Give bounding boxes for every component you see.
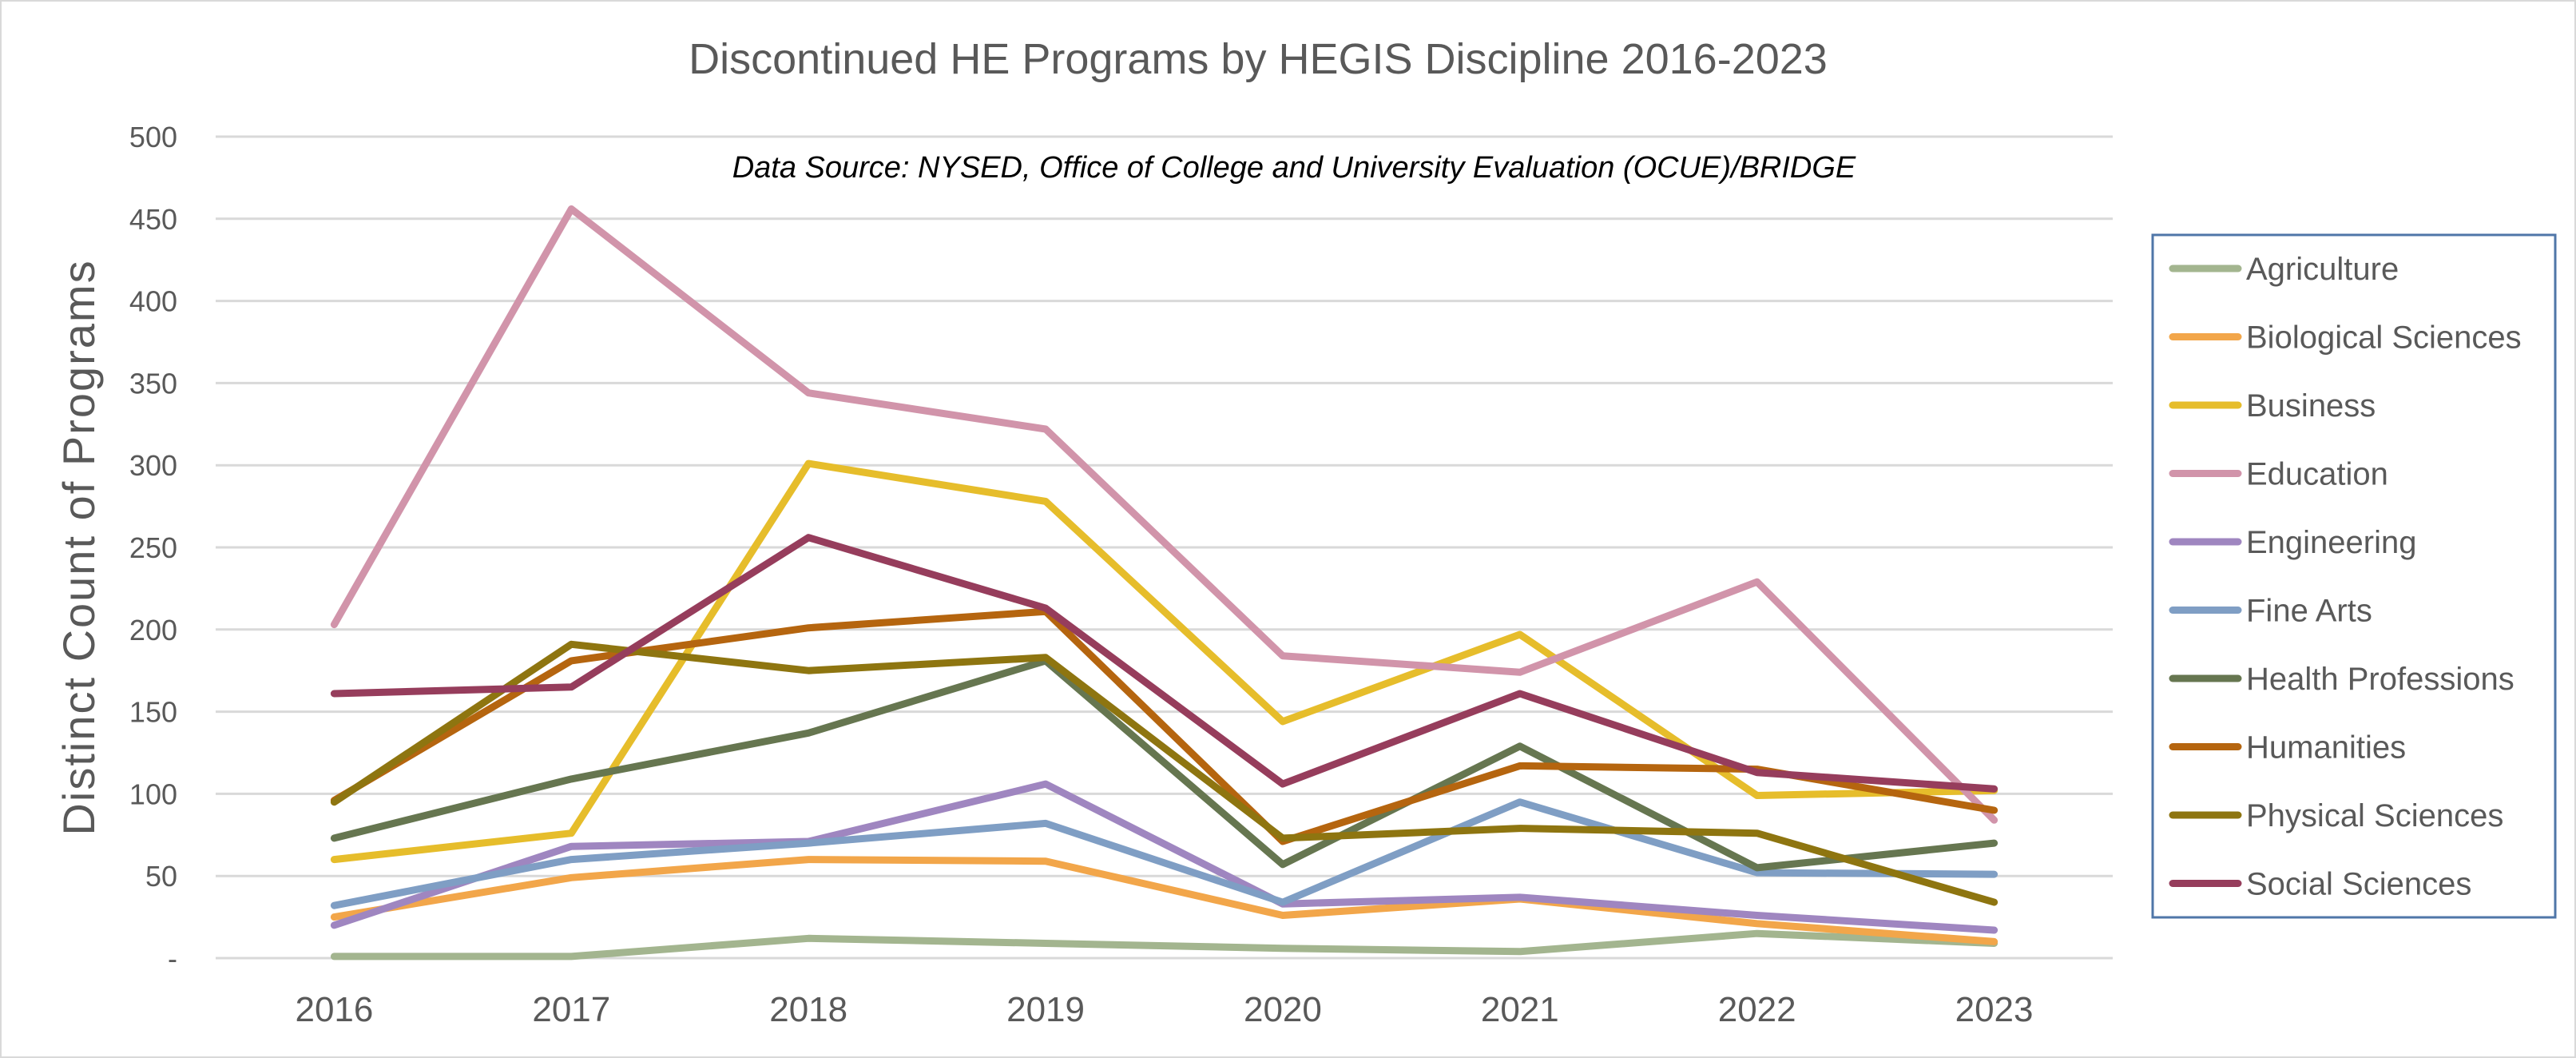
x-axis-ticks: 2016 2017 2018 2019 2020 2021 2022 2023 [295, 990, 2033, 1029]
x-tick-label: 2022 [1718, 990, 1796, 1029]
legend-item-humanities: Humanities [2169, 730, 2406, 766]
series-line-health-professions [330, 657, 1998, 872]
y-tick-label: 250 [129, 531, 177, 564]
series-line-social-sciences [330, 534, 1998, 793]
legend-box [2151, 233, 2557, 919]
series-line-fine-arts [330, 798, 1998, 909]
legend-label: Health Professions [2246, 662, 2514, 697]
legend-item-education: Education [2169, 457, 2388, 492]
y-tick-label: 100 [129, 778, 177, 810]
y-axis-label: Distinct Count of Programs [54, 259, 104, 835]
legend-label: Engineering [2246, 525, 2417, 560]
y-tick-label: 450 [129, 203, 177, 236]
x-tick-label: 2018 [769, 990, 847, 1029]
legend-label: Education [2246, 457, 2388, 492]
series-line-engineering [330, 780, 1998, 934]
legend-item-social-sciences: Social Sciences [2169, 867, 2471, 902]
legend-item-biological-sciences: Biological Sciences [2169, 320, 2522, 356]
y-tick-label: 150 [129, 696, 177, 729]
series-line-education [330, 205, 1998, 824]
legend-item-fine-arts: Fine Arts [2169, 594, 2372, 629]
legend-label: Fine Arts [2246, 594, 2372, 629]
x-tick-label: 2020 [1244, 990, 1322, 1029]
x-tick-label: 2021 [1481, 990, 1559, 1029]
y-tick-label: - [168, 942, 177, 975]
x-tick-label: 2017 [532, 990, 610, 1029]
series-line-biological-sciences [330, 856, 1998, 945]
x-tick-label: 2019 [1006, 990, 1085, 1029]
legend-item-agriculture: Agriculture [2169, 252, 2399, 287]
legend-label: Physical Sciences [2246, 798, 2503, 833]
legend-label: Biological Sciences [2246, 320, 2522, 356]
y-axis-ticks: - 50 100 150 200 250 300 350 400 450 500 [129, 121, 177, 975]
legend-label: Humanities [2246, 730, 2406, 766]
y-tick-label: 300 [129, 449, 177, 482]
series-line-humanities [330, 607, 1998, 845]
legend-item-engineering: Engineering [2169, 525, 2417, 560]
y-tick-label: 350 [129, 367, 177, 400]
legend-item-health-professions: Health Professions [2169, 662, 2514, 697]
chart-title: Discontinued HE Programs by HEGIS Discip… [689, 35, 1828, 83]
x-tick-label: 2016 [295, 990, 373, 1029]
series-lines [330, 205, 1998, 961]
legend-item-physical-sciences: Physical Sciences [2169, 798, 2503, 833]
y-tick-label: 200 [129, 614, 177, 646]
series-line-agriculture [330, 929, 1998, 961]
chart-subtitle: Data Source: NYSED, Office of College an… [732, 151, 1856, 185]
y-tick-label: 50 [145, 860, 177, 893]
y-tick-label: 500 [129, 121, 177, 153]
legend: Agriculture Biological Sciences Business Ed… [2151, 233, 2557, 919]
legend-label: Agriculture [2246, 252, 2399, 287]
legend-label: Business [2246, 388, 2376, 424]
legend-label: Social Sciences [2246, 867, 2471, 902]
legend-item-business: Business [2169, 388, 2376, 424]
x-tick-label: 2023 [1955, 990, 2034, 1029]
y-tick-label: 400 [129, 285, 177, 318]
series-line-physical-sciences [330, 640, 1998, 906]
